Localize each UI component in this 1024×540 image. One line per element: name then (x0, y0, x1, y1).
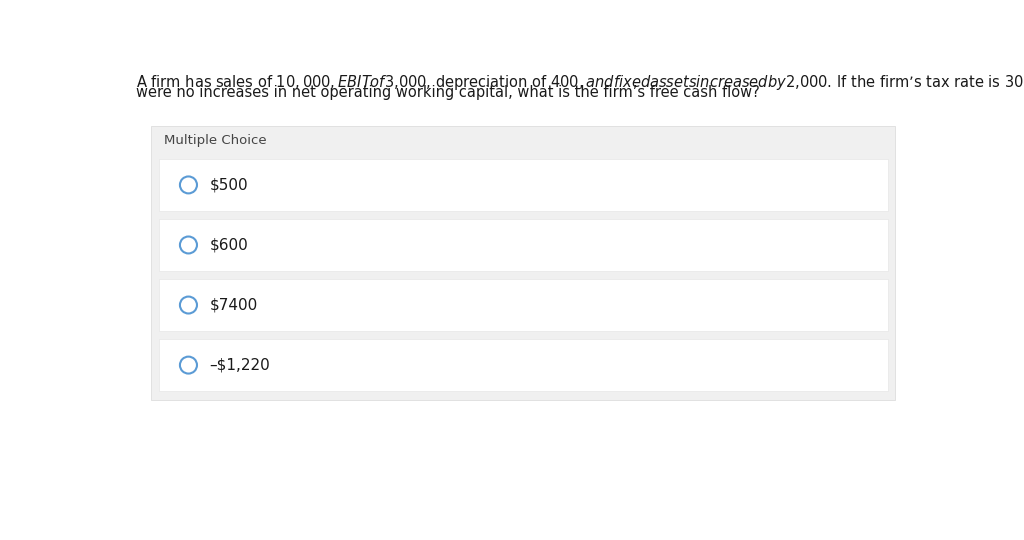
Text: $500: $500 (209, 178, 248, 192)
FancyBboxPatch shape (159, 159, 888, 211)
Text: $7400: $7400 (209, 298, 258, 313)
FancyBboxPatch shape (159, 279, 888, 331)
FancyBboxPatch shape (159, 339, 888, 392)
Text: A firm has sales of $10,000, EBIT of $3,000, depreciation of $400, and fixed ass: A firm has sales of $10,000, EBIT of $3,… (136, 72, 1024, 91)
FancyBboxPatch shape (159, 219, 888, 271)
Text: –$1,220: –$1,220 (209, 357, 270, 373)
FancyBboxPatch shape (152, 126, 895, 400)
Text: $600: $600 (209, 238, 248, 253)
Text: were no increases in net operating working capital, what is the firm’s free cash: were no increases in net operating worki… (136, 85, 760, 100)
Text: Multiple Choice: Multiple Choice (164, 134, 266, 147)
